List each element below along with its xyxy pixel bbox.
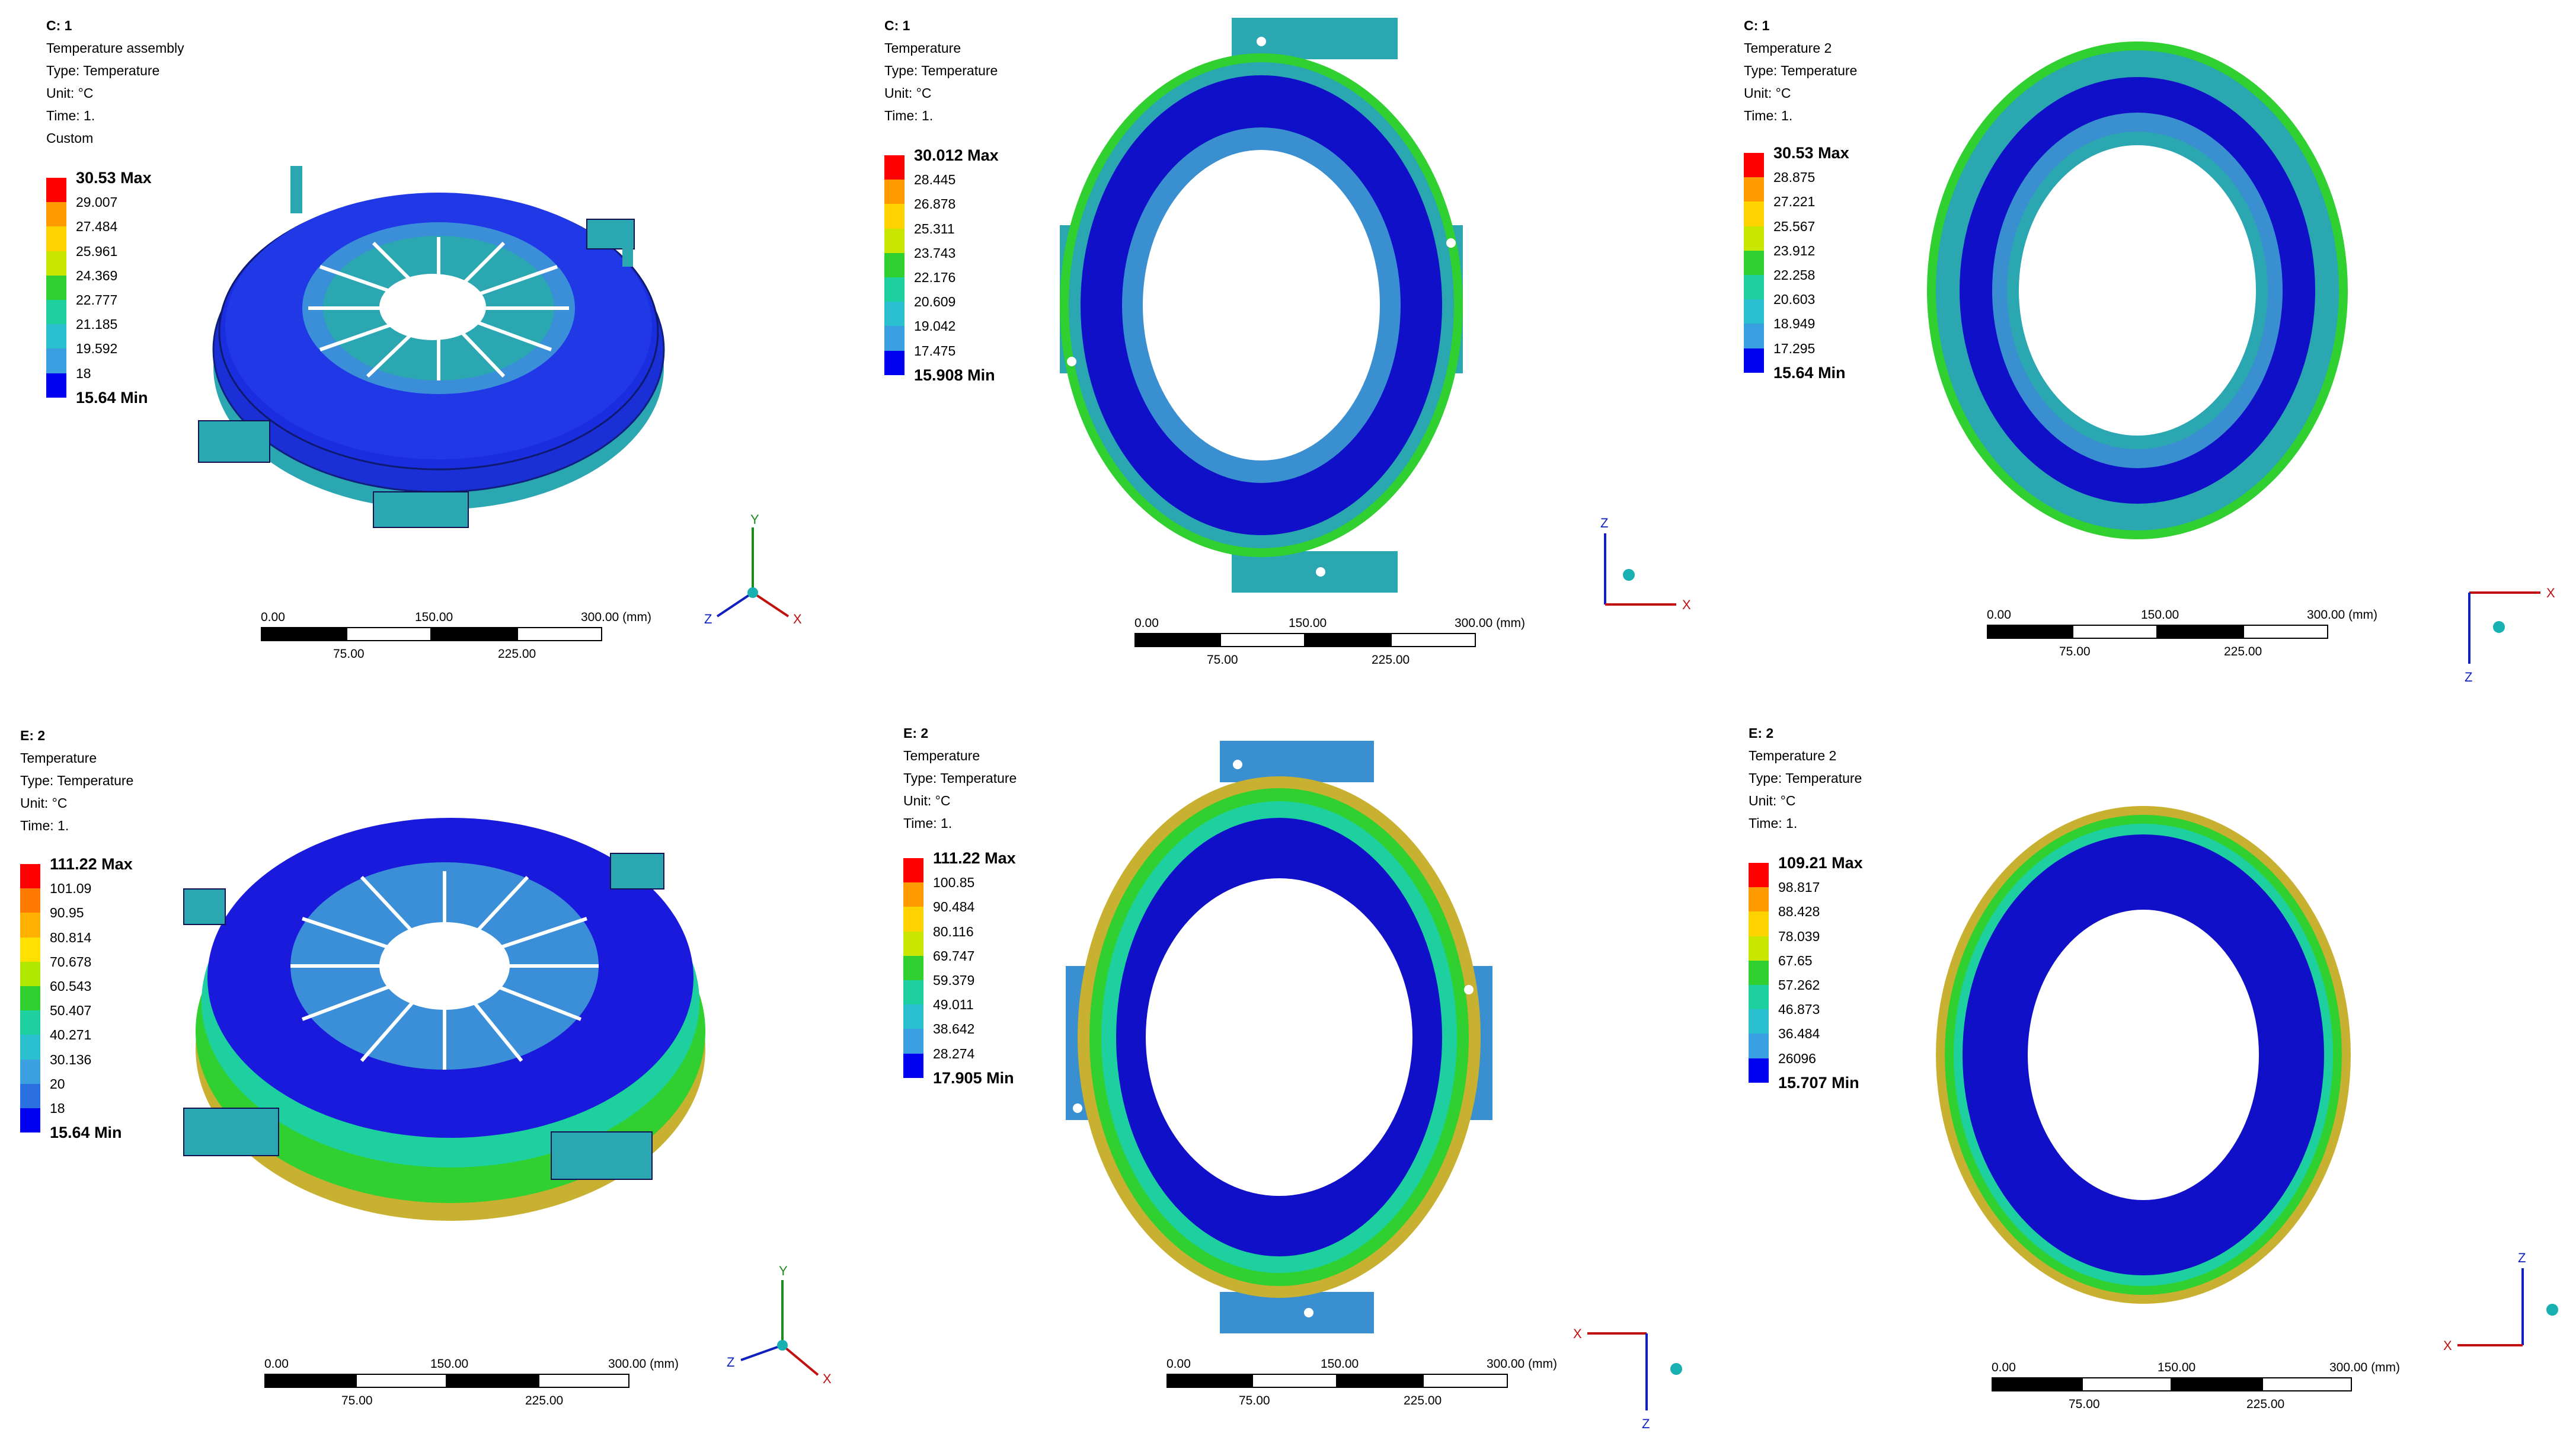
result-custom: Custom <box>46 130 94 146</box>
svg-text:X: X <box>1573 1326 1582 1341</box>
axis-triad: Z X <box>1600 516 1691 612</box>
result-unit: Unit: °C <box>46 85 94 101</box>
svg-text:Z: Z <box>2465 670 2472 684</box>
result-info: C: 1 Temperature Type: Temperature Unit:… <box>884 18 998 123</box>
scale-bar: 0.00 150.00 300.00 (mm) 75.00 225.00 <box>1166 1357 1558 1407</box>
axis-triad: Y X Z <box>704 512 802 626</box>
legend-level: 27.484 <box>76 219 118 235</box>
color-legend: 30.53 Max 29.007 27.484 25.961 24.369 22… <box>46 169 236 406</box>
legend-level: 24.369 <box>76 267 118 283</box>
axis-label: Z <box>704 612 712 626</box>
svg-text:Z: Z <box>2518 1250 2526 1265</box>
svg-text:Z: Z <box>1600 516 1608 530</box>
scale-bar: 0.00 150.00 300.00 (mm) 75.00 225.00 <box>1992 1361 2401 1411</box>
color-legend: 109.21 Max 98.817 88.428 78.039 67.65 57… <box>1749 855 1938 1091</box>
legend-min: 15.64 Min <box>76 388 148 407</box>
svg-text:Y: Y <box>779 1263 788 1278</box>
cover-plate-model <box>1927 41 2348 539</box>
scale-bar: 0.00 150.00 300.00 (mm) 75.00 225.00 <box>1987 608 2378 658</box>
svg-text:Z: Z <box>1642 1416 1650 1431</box>
cover-plate-model <box>1936 806 2351 1304</box>
svg-text:X: X <box>823 1371 832 1386</box>
scale-bar: 0.00 150.00 300.00 (mm) 75.00 225.00 <box>1134 616 1526 667</box>
result-info: E: 2 Temperature 2 Type: Temperature Uni… <box>1749 725 1862 831</box>
panel-c1-front: C: 1 Temperature Type: Temperature Unit:… <box>858 0 1717 723</box>
panel-e2-temperature-2: E: 2 Temperature 2 Type: Temperature Uni… <box>1717 723 2575 1446</box>
pressure-plate-model <box>1060 18 1463 593</box>
axis-triad: X Z <box>1573 1326 1682 1431</box>
panel-e2-assembly: E: 2 Temperature Type: Temperature Unit:… <box>0 723 858 1446</box>
axis-triad: X Z <box>2465 586 2555 684</box>
legend-level: 22.777 <box>76 292 118 308</box>
svg-text:X: X <box>2443 1338 2452 1353</box>
color-legend: 111.22 Max 101.09 90.95 80.814 70.678 60… <box>20 856 210 1141</box>
legend-level: 18 <box>76 365 91 381</box>
result-id: C: 1 <box>46 18 72 33</box>
axis-triad: Y X Z <box>727 1263 832 1386</box>
svg-text:X: X <box>2546 586 2555 600</box>
result-info: E: 2 Temperature Type: Temperature Unit:… <box>20 728 134 833</box>
axis-label: Y <box>750 512 759 527</box>
panel-c1-assembly: C: 1 Temperature assembly Type: Temperat… <box>0 0 858 723</box>
color-legend: 111.22 Max 100.85 90.484 80.116 69.747 5… <box>903 850 1093 1086</box>
legend-max: 30.53 Max <box>76 169 152 187</box>
result-time: Time: 1. <box>46 108 95 123</box>
scale-bar: 0.00 150.00 300.00 (mm) 75.00 225.00 <box>264 1357 679 1407</box>
result-info: C: 1 Temperature 2 Type: Temperature Uni… <box>1744 18 1858 123</box>
axis-triad: Z X <box>2443 1250 2558 1353</box>
svg-text:X: X <box>1682 597 1691 612</box>
axis-label: X <box>793 612 802 626</box>
panel-e2-front: E: 2 Temperature Type: Temperature Unit:… <box>858 723 1717 1446</box>
pressure-plate-model <box>1066 741 1492 1333</box>
clutch-assembly-model <box>183 818 705 1221</box>
result-info: C: 1 Temperature assembly Type: Temperat… <box>46 14 184 149</box>
svg-text:Z: Z <box>727 1355 734 1370</box>
legend-level: 21.185 <box>76 316 118 332</box>
color-legend: 30.012 Max 28.445 26.878 25.311 23.743 2… <box>884 147 1074 383</box>
result-info: E: 2 Temperature Type: Temperature Unit:… <box>903 725 1017 831</box>
panel-c1-temperature-2: C: 1 Temperature 2 Type: Temperature Uni… <box>1717 0 2575 723</box>
color-legend: 30.53 Max 28.875 27.221 25.567 23.912 22… <box>1744 145 1933 381</box>
legend-level: 19.592 <box>76 341 118 357</box>
clutch-assembly-model <box>198 166 665 528</box>
legend-level: 25.961 <box>76 243 118 259</box>
scale-bar: 0.00 150.00 300.00 (mm) 75.00 225.00 <box>261 610 652 661</box>
legend-level: 29.007 <box>76 194 118 210</box>
result-name: Temperature assembly <box>46 40 184 56</box>
result-type: Type: Temperature <box>46 63 160 78</box>
